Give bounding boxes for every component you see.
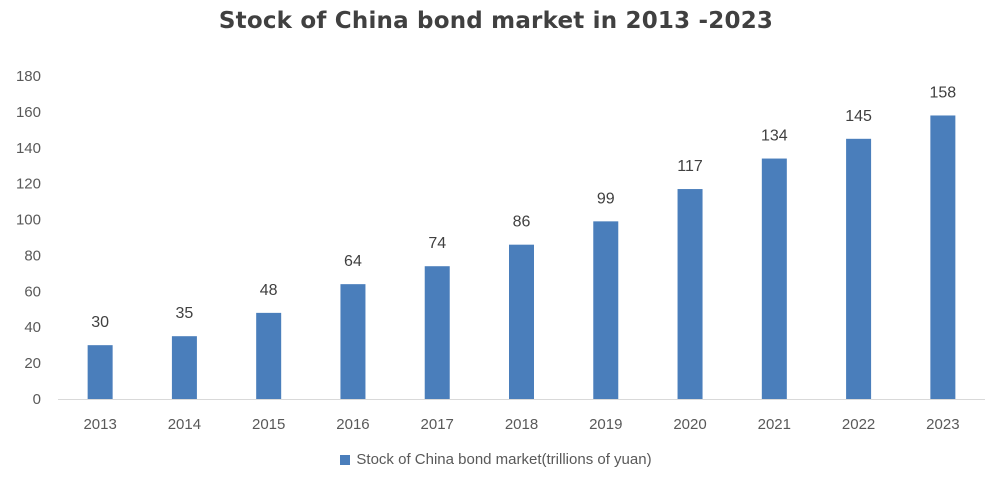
data-label: 86 [513,214,531,231]
data-label: 99 [597,190,615,207]
y-tick-label: 120 [16,176,41,193]
legend-swatch [340,454,351,465]
data-label: 158 [930,84,957,101]
x-tick-label: 2020 [673,416,706,433]
bar [171,336,197,399]
chart-title: Stock of China bond market in 2013 -2023 [218,8,774,34]
y-tick-label: 100 [16,212,41,229]
bar [930,115,956,399]
data-label: 117 [677,158,703,175]
data-label: 48 [260,282,278,299]
bar [87,345,113,399]
y-tick-label: 60 [24,283,41,300]
x-tick-label: 2019 [589,416,622,433]
x-tick-label: 2014 [168,416,201,433]
bar [509,244,534,399]
y-tick-label: 20 [24,355,41,372]
data-label: 35 [176,305,194,322]
data-label: 134 [761,128,788,145]
x-tick-label: 2013 [83,416,116,433]
x-tick-label: 2022 [842,416,875,433]
data-label: 30 [91,314,109,331]
bar [340,284,366,399]
bar [256,312,282,399]
bar [677,189,703,399]
x-tick-label: 2017 [421,416,454,433]
bar [424,266,450,399]
y-tick-label: 80 [24,247,41,264]
legend-label: Stock of China bond market(trillions of … [356,451,652,468]
data-label: 145 [845,108,872,125]
data-label: 64 [344,253,362,270]
data-label: 74 [428,235,446,252]
y-tick-label: 0 [33,391,41,408]
x-tick-label: 2023 [926,416,959,433]
x-tick-label: 2021 [758,416,791,433]
bar [593,221,619,399]
bar [846,138,872,400]
y-tick-label: 140 [16,140,41,157]
x-tick-label: 2018 [505,416,538,433]
bar [761,158,787,399]
y-tick-label: 40 [24,319,41,336]
y-tick-label: 180 [16,68,41,85]
legend: Stock of China bond market(trillions of … [0,451,992,468]
y-tick-label: 160 [16,104,41,121]
x-tick-label: 2015 [252,416,285,433]
x-tick-label: 2016 [336,416,369,433]
